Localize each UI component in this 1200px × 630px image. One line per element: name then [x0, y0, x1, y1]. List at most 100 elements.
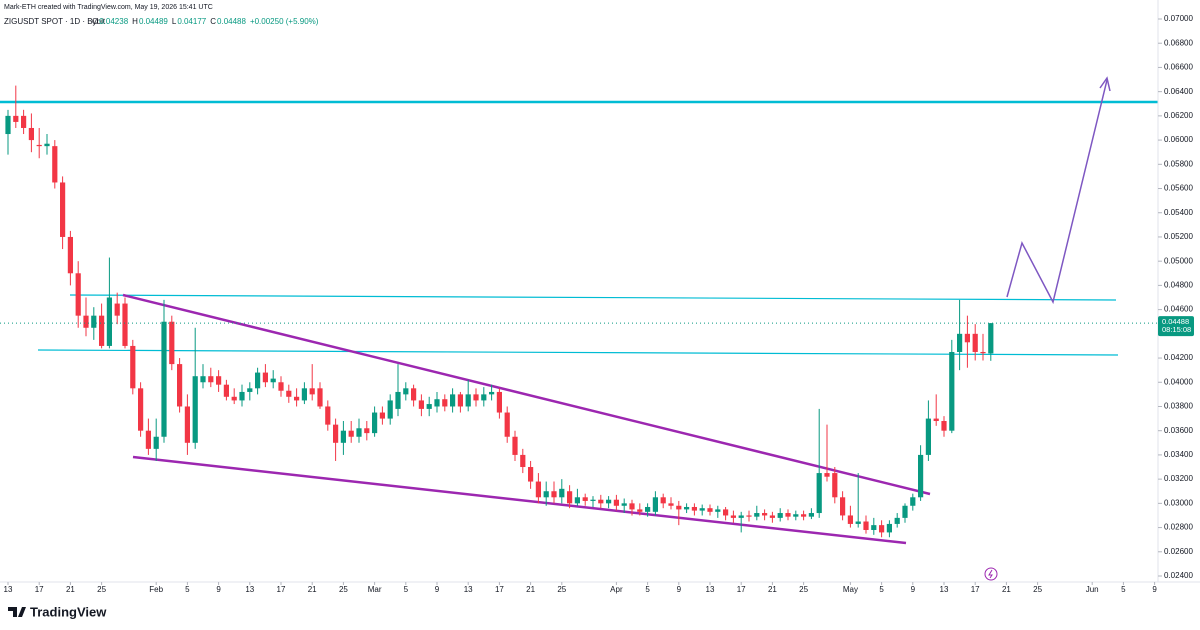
- candle-body: [949, 351, 955, 431]
- x-tick-label: 25: [1033, 585, 1042, 594]
- candle-body: [340, 430, 346, 443]
- candle-body: [871, 525, 877, 530]
- x-tick-label: May: [843, 585, 858, 594]
- y-tick-label: 0.02600: [1164, 547, 1193, 556]
- symbol: ZIGUSDT SPOT · 1D · Bybit: [4, 17, 106, 26]
- candle-body: [684, 506, 690, 510]
- wedge-top: [122, 293, 931, 496]
- candle-body: [910, 497, 916, 506]
- candle-body: [535, 481, 541, 498]
- y-tick-label: 0.02400: [1164, 571, 1193, 580]
- ohlc-label: C: [210, 17, 216, 26]
- y-tick-label: 0.03600: [1164, 426, 1193, 435]
- x-tick-label: Mar: [368, 585, 382, 594]
- candle-body: [785, 513, 791, 517]
- candle-body: [13, 115, 19, 122]
- candle-body: [372, 412, 378, 434]
- candle-body: [824, 473, 830, 477]
- candle-body: [496, 391, 502, 413]
- candle-body: [543, 491, 549, 498]
- countdown: 08:15:08: [1162, 325, 1191, 334]
- y-tick-label: 0.06400: [1164, 87, 1193, 96]
- candle-body: [847, 515, 853, 524]
- candle-body: [980, 351, 986, 354]
- candle-body: [44, 143, 50, 147]
- candle-body: [941, 421, 947, 431]
- candle-body: [512, 436, 518, 455]
- candle-body: [247, 388, 253, 392]
- projection-arrow: [1006, 79, 1108, 305]
- y-tick-label: 0.05000: [1164, 256, 1193, 265]
- x-tick-label: 9: [911, 585, 916, 594]
- candle-body: [699, 508, 705, 511]
- candle-body: [239, 391, 245, 401]
- x-tick-label: 5: [185, 585, 190, 594]
- candle-body: [754, 513, 760, 517]
- candle-body: [645, 506, 651, 512]
- event-bolt: [988, 569, 993, 579]
- candle-body: [200, 376, 206, 383]
- candle-body: [262, 372, 268, 383]
- candle-body: [5, 115, 11, 135]
- candle-body: [130, 345, 136, 389]
- candle-body: [808, 513, 814, 517]
- candle-body: [879, 525, 885, 533]
- ohlc-value: 0.04177: [177, 17, 206, 26]
- x-tick-label: 17: [35, 585, 44, 594]
- candle-body: [957, 333, 963, 352]
- candle-body: [738, 515, 744, 518]
- candle-body: [364, 428, 370, 434]
- y-tick-label: 0.05800: [1164, 159, 1193, 168]
- price-tag: [1158, 316, 1194, 337]
- candle-body: [145, 430, 151, 449]
- candle-body: [567, 491, 573, 504]
- x-tick-label: 9: [1152, 585, 1157, 594]
- candle-body: [637, 509, 643, 512]
- ohlc-legend: O 0.04238 H 0.04489 L 0.04177 C 0.04488 +0.00250…: [92, 17, 319, 26]
- candle-body: [707, 508, 713, 512]
- candle-body: [676, 505, 682, 510]
- candles: [5, 85, 994, 538]
- resistance-line: [69, 294, 1117, 301]
- ohlc-label: L: [172, 17, 177, 26]
- candle-body: [730, 515, 736, 518]
- candle-body: [333, 424, 339, 443]
- candle-body: [379, 412, 385, 419]
- x-tick-label: 17: [495, 585, 504, 594]
- candle-body: [122, 303, 128, 346]
- candle-body: [67, 236, 73, 274]
- candle-body: [317, 388, 323, 407]
- candle-body: [395, 391, 401, 409]
- price-tag-label: 0.04488: [1162, 317, 1189, 326]
- y-tick-label: 0.02800: [1164, 523, 1193, 532]
- candle-body: [301, 388, 307, 401]
- candle-body: [348, 430, 354, 437]
- candle-body: [559, 488, 565, 498]
- candle-body: [255, 372, 261, 389]
- ohlc-value: 0.04488: [217, 17, 246, 26]
- x-tick-label: 21: [768, 585, 777, 594]
- x-tick-label: 13: [464, 585, 473, 594]
- x-tick-label: 25: [97, 585, 106, 594]
- x-tick-label: 21: [526, 585, 535, 594]
- candle-body: [746, 515, 752, 517]
- x-tick-label: 13: [706, 585, 715, 594]
- y-tick-label: 0.03800: [1164, 402, 1193, 411]
- candle-body: [286, 390, 292, 397]
- candle-body: [894, 517, 900, 524]
- candle-body: [403, 388, 409, 395]
- y-tick-label: 0.06000: [1164, 135, 1193, 144]
- x-tick-label: 13: [245, 585, 254, 594]
- candle-body: [964, 333, 970, 343]
- candle-body: [504, 412, 510, 437]
- candle-body: [231, 396, 237, 401]
- y-tick-label: 0.04200: [1164, 353, 1193, 362]
- candle-body: [691, 506, 697, 511]
- candle-body: [863, 521, 869, 530]
- y-tick-label: 0.03000: [1164, 498, 1193, 507]
- watermark: Mark-ETH created with TradingView.com, M…: [4, 4, 213, 11]
- x-tick-label: 5: [645, 585, 650, 594]
- candle-body: [138, 388, 144, 431]
- candle-body: [208, 376, 214, 383]
